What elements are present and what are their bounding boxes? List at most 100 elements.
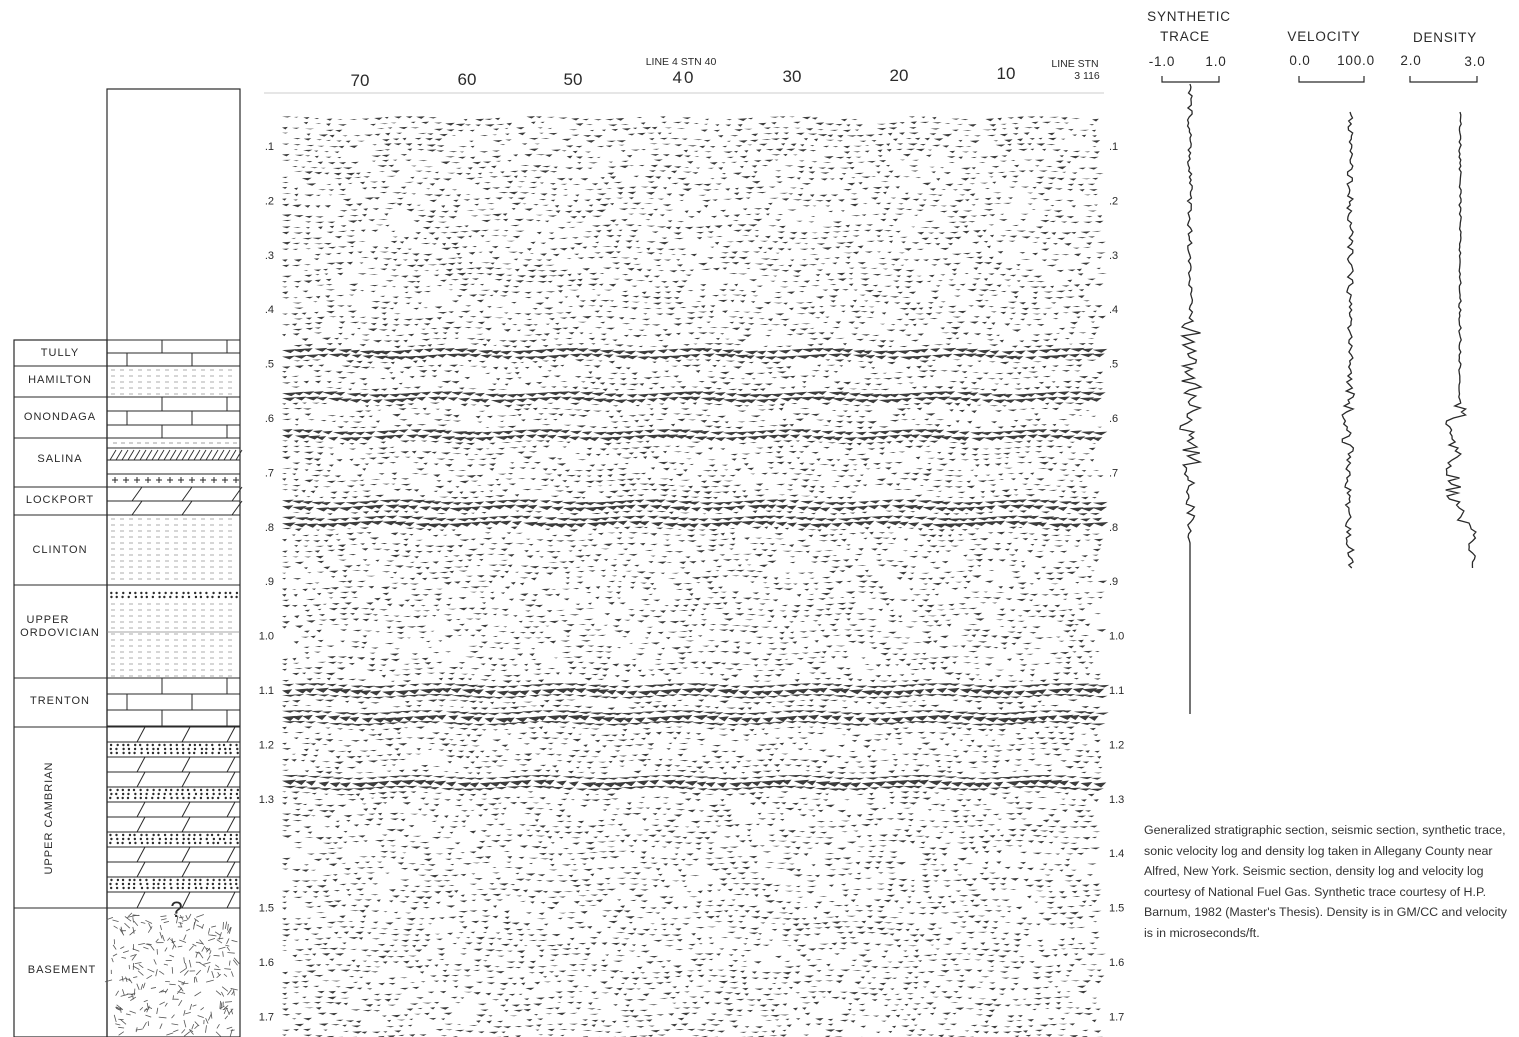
sand-dot [109,833,112,837]
wiggle-lobe [1017,371,1022,375]
wiggle-lobe [562,194,569,196]
sand-dot [116,841,119,845]
wiggle-lobe [484,453,495,456]
wiggle-lobe [552,359,557,362]
wiggle-lobe [731,327,741,331]
sand-dot [139,837,143,841]
sand-dot [139,796,142,800]
wiggle-lobe [636,117,643,119]
wiggle-lobe [392,324,400,326]
wiggle-lobe [667,484,676,487]
wiggle-lobe [1052,243,1058,245]
wiggle-lobe [303,138,312,141]
wiggle-lobe [405,424,413,427]
wiggle-lobe [826,419,832,423]
wiggle-lobe [1016,230,1027,232]
sand-dot [182,747,185,751]
wiggle-lobe [901,241,906,244]
wiggle-lobe [620,257,631,259]
wiggle-lobe [640,122,646,125]
station-label-10: 10 [997,64,1016,83]
wiggle-lobe [325,156,332,158]
wiggle-lobe [412,462,419,464]
wiggle-lobe [575,210,582,213]
wiggle-lobe [921,237,929,241]
wiggle-lobe [755,307,764,310]
wiggle-lobe [963,376,968,379]
wiggle-lobe [625,442,631,444]
lithology-column-frame [106,88,241,1037]
wiggle-lobe [1091,140,1101,143]
wiggle-lobe [617,191,624,195]
wiggle-lobe [649,408,654,410]
wiggle-lobe [510,462,515,464]
sand-dot [224,751,227,755]
wiggle-lobe [608,415,615,419]
wiggle-lobe [417,209,426,211]
wiggle-lobe [822,226,833,228]
basement-mark [227,952,235,954]
basement-mark [227,923,229,931]
wiggle-lobe [1074,370,1081,372]
wiggle-lobe [853,289,858,291]
wiggle-lobe [792,154,798,156]
wiggle-lobe [704,118,710,121]
basement-mark [189,1030,194,1035]
wiggle-lobe [1071,118,1080,120]
wiggle-lobe [816,243,826,245]
wiggle-lobe [745,186,755,190]
wiggle-lobe [809,306,816,309]
wiggle-lobe [457,272,467,276]
wiggle-lobe [325,278,332,282]
wiggle-lobe [676,264,683,267]
dolomite-slash [181,816,191,833]
basement-mark [199,939,204,945]
wiggle-lobe [750,415,761,418]
wiggle-lobe [547,280,553,283]
wiggle-lobe [496,483,502,486]
sand-dot [121,833,125,837]
wiggle-lobe [1091,332,1097,336]
wiggle-lobe [928,232,935,234]
wiggle-lobe [479,283,485,286]
wiggle-lobe [349,215,359,217]
wiggle-lobe [867,361,874,364]
wiggle-lobe [988,273,995,275]
wiggle-lobe [773,302,783,304]
wiggle-lobe [863,463,868,467]
sand-dot [116,796,119,800]
wiggle-lobe [451,300,459,303]
wiggle-lobe [464,376,471,380]
sand-dot [192,837,196,841]
wiggle-lobe [1021,236,1031,239]
wiggle-lobe [598,283,604,286]
wiggle-lobe [544,313,554,315]
wiggle-lobe [787,209,797,211]
wiggle-lobe [1002,430,1014,435]
wiggle-lobe [1069,347,1085,352]
wiggle-lobe [803,280,811,283]
wiggle-lobe [1071,311,1082,314]
wiggle-lobe [737,224,747,227]
wiggle-lobe [511,301,517,304]
wiggle-lobe [491,431,505,435]
wiggle-lobe [876,290,883,293]
wiggle-lobe [656,313,664,315]
wiggle-lobe [364,431,376,435]
wiggle-lobe [557,274,565,277]
wiggle-lobe [389,372,394,374]
wiggle-lobe [459,151,465,153]
wiggle-lobe [478,360,486,363]
wiggle-lobe [835,156,845,159]
basement-mark [131,953,137,961]
wiggle-lobe [914,137,921,140]
wiggle-lobe [875,383,883,386]
basement-mark [188,913,192,919]
wiggle-lobe [847,360,852,363]
wiggle-lobe [761,165,769,167]
basement-mark [119,928,125,936]
wiggle-lobe [661,143,671,145]
wiggle-lobe [908,116,915,118]
wiggle-lobe [648,387,654,390]
wiggle-lobe [653,208,659,211]
